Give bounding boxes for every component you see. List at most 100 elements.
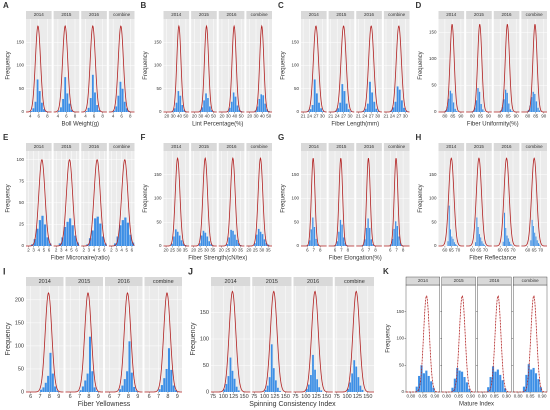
normal-curve [144, 291, 183, 393]
normal-curve [466, 157, 492, 247]
histogram-bar [85, 111, 88, 112]
normal-curve [301, 158, 327, 247]
histogram-bar [315, 238, 317, 246]
histogram-bar [268, 377, 271, 392]
x-tick-label: 85 [450, 114, 456, 119]
facet-strip [108, 11, 135, 19]
histogram-bar [206, 236, 209, 246]
normal-curve [301, 25, 327, 113]
x-tick-label: 150 [322, 394, 331, 400]
x-tick-label: 8 [347, 248, 350, 253]
normal-curve [108, 159, 135, 247]
x-tick-label: 30 [259, 248, 265, 253]
histogram-bar [133, 386, 136, 392]
histogram-bar [449, 90, 452, 112]
normal-curve [356, 158, 382, 247]
y-tick-label: 0 [159, 243, 162, 248]
facet-label: 2015 [474, 144, 485, 149]
histogram-bar [482, 109, 484, 112]
histogram-bar [115, 106, 118, 112]
x-tick-label: 80 [442, 114, 448, 119]
y-tick-label: 150 [291, 39, 299, 44]
histogram-bar [40, 389, 43, 392]
histogram-bar [372, 244, 374, 246]
histogram-bar [209, 106, 211, 112]
x-tick-label: 35 [266, 248, 272, 253]
x-tick-label: 80 [470, 114, 476, 119]
histogram-bar [124, 217, 127, 246]
histogram-bar [538, 243, 540, 246]
histogram-bar [309, 240, 311, 246]
histogram-bar [203, 100, 205, 112]
facet-strip [252, 277, 292, 286]
histogram-bar [49, 243, 52, 246]
histogram-bar [511, 110, 513, 112]
x-tick-label: 2 [83, 248, 86, 253]
x-tick-label: 30 [198, 114, 204, 119]
x-tick-label: 27 [396, 114, 402, 119]
histogram-bar [344, 243, 346, 246]
facet-strip [438, 143, 465, 151]
histogram-bar [180, 240, 183, 246]
x-tick-label: 50 [239, 114, 245, 119]
x-tick-label: 0.80 [442, 394, 451, 399]
histogram-bar [123, 101, 126, 112]
normal-curve [108, 25, 135, 113]
y-axis-label: Frequency [5, 322, 12, 356]
facet-strip [334, 277, 374, 286]
histogram-bar [506, 235, 508, 246]
histogram-bar [178, 235, 181, 246]
x-tick-label: 100 [260, 394, 269, 400]
normal-curve [406, 295, 440, 393]
x-tick-label: 40 [205, 114, 211, 119]
facet-strip [53, 11, 80, 19]
histogram-bar [309, 109, 312, 112]
facet-strip [438, 11, 465, 19]
histogram-bar [38, 91, 41, 112]
histogram-bar [484, 245, 486, 246]
facet-label: 2016 [364, 144, 375, 149]
histogram-bar [451, 93, 453, 112]
x-tick-label: 24 [335, 114, 341, 119]
histogram-bar [43, 224, 47, 246]
x-tick-label: 8 [127, 394, 130, 400]
x-tick-label: 100 [343, 394, 352, 400]
y-tick-label: 150 [429, 29, 437, 34]
x-tick-label: 4 [93, 248, 96, 253]
x-axis-label: Spinning Consistency Index [249, 401, 336, 408]
histogram-bar [38, 220, 42, 246]
y-tick-label: 0 [21, 243, 24, 248]
histogram-bar [101, 236, 105, 246]
histogram-bar [175, 102, 178, 112]
histogram-bar [522, 386, 526, 392]
normal-curve [328, 158, 355, 247]
histogram-bar [369, 81, 371, 112]
facet-label: 2016 [489, 278, 500, 283]
x-tick-label: 4 [120, 248, 123, 253]
histogram-bar [93, 387, 96, 392]
x-tick-label: 85 [506, 114, 512, 119]
histogram-bar [201, 107, 203, 112]
histogram-bar [172, 385, 175, 392]
histogram-bar [339, 102, 342, 112]
x-tick-label: 8 [87, 394, 90, 400]
facet-label: 2014 [34, 12, 45, 17]
histogram-bar [398, 236, 400, 246]
normal-curve [521, 24, 547, 113]
histogram-bar [237, 243, 240, 246]
histogram-bar [502, 241, 504, 246]
x-tick-label: 0.85 [418, 394, 427, 399]
x-tick-label: 20 [164, 114, 170, 119]
histogram-bar [173, 236, 175, 246]
histogram-bar [509, 109, 512, 112]
x-tick-label: 6 [29, 394, 32, 400]
x-tick-label: 25 [253, 248, 259, 253]
histogram-bar [454, 108, 456, 112]
x-tick-label: 6 [75, 248, 78, 253]
histogram-bar [171, 243, 173, 246]
y-tick-label: 150 [200, 310, 209, 316]
x-tick-label: 50 [266, 114, 272, 119]
x-tick-label: 4 [65, 248, 68, 253]
histogram-bar [234, 96, 237, 112]
histogram-bar [42, 387, 45, 392]
